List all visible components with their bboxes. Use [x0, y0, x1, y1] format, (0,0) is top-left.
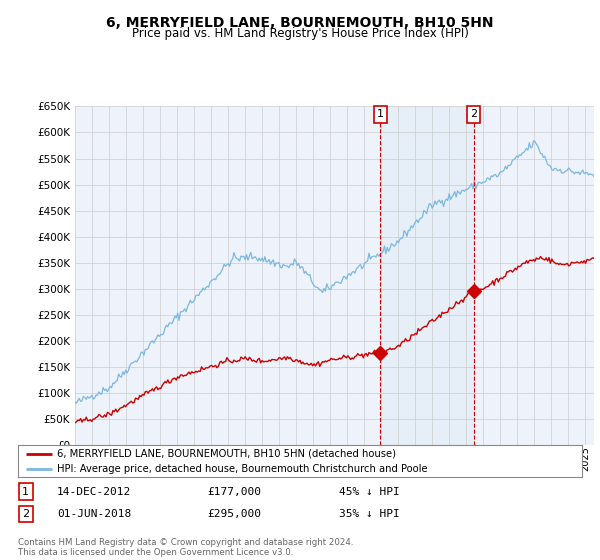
Text: £295,000: £295,000: [207, 509, 261, 519]
Text: 01-JUN-2018: 01-JUN-2018: [57, 509, 131, 519]
Text: 1: 1: [22, 487, 29, 497]
Text: 35% ↓ HPI: 35% ↓ HPI: [339, 509, 400, 519]
Text: 6, MERRYFIELD LANE, BOURNEMOUTH, BH10 5HN (detached house): 6, MERRYFIELD LANE, BOURNEMOUTH, BH10 5H…: [58, 449, 397, 459]
Text: HPI: Average price, detached house, Bournemouth Christchurch and Poole: HPI: Average price, detached house, Bour…: [58, 464, 428, 474]
Text: 14-DEC-2012: 14-DEC-2012: [57, 487, 131, 497]
Text: 2: 2: [470, 109, 477, 119]
Text: 6, MERRYFIELD LANE, BOURNEMOUTH, BH10 5HN: 6, MERRYFIELD LANE, BOURNEMOUTH, BH10 5H…: [106, 16, 494, 30]
Text: 45% ↓ HPI: 45% ↓ HPI: [339, 487, 400, 497]
Text: 1: 1: [377, 109, 384, 119]
Text: £177,000: £177,000: [207, 487, 261, 497]
Bar: [380, 106, 473, 445]
Text: Price paid vs. HM Land Registry's House Price Index (HPI): Price paid vs. HM Land Registry's House …: [131, 27, 469, 40]
Text: 2: 2: [22, 509, 29, 519]
Text: Contains HM Land Registry data © Crown copyright and database right 2024.
This d: Contains HM Land Registry data © Crown c…: [18, 538, 353, 557]
